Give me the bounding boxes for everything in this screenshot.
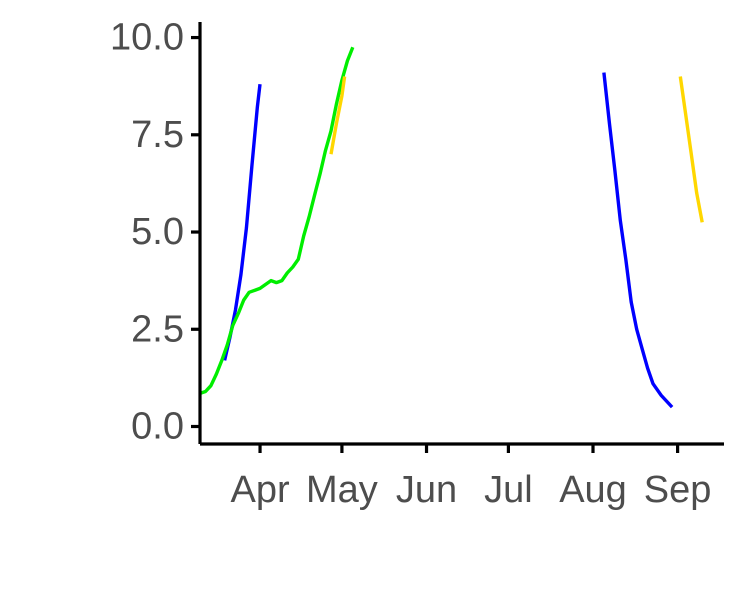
series-line-1 [222,84,262,361]
series-line-5 [678,76,704,223]
x-tick-label: Sep [644,469,712,511]
y-tick-label: 2.5 [131,308,184,350]
series-line-3 [199,46,355,396]
x-tick-label: Apr [230,469,289,511]
y-tick-label: 0.0 [131,405,184,447]
series-line-4 [329,76,347,155]
y-tick-label: 5.0 [131,211,184,253]
plot-area [199,46,704,409]
x-tick-label: May [306,469,378,511]
x-axis: Apr May Jun Jul Aug Sep [230,444,711,511]
x-tick-label: Jun [396,469,457,511]
y-tick-label: 10.0 [110,17,184,59]
y-tick-label: 7.5 [131,114,184,156]
x-tick-label: Jul [484,469,533,511]
y-axis: 0.0 2.5 5.0 7.5 10.0 [110,17,200,447]
x-tick-label: Aug [559,469,627,511]
series-line-2 [602,72,674,409]
